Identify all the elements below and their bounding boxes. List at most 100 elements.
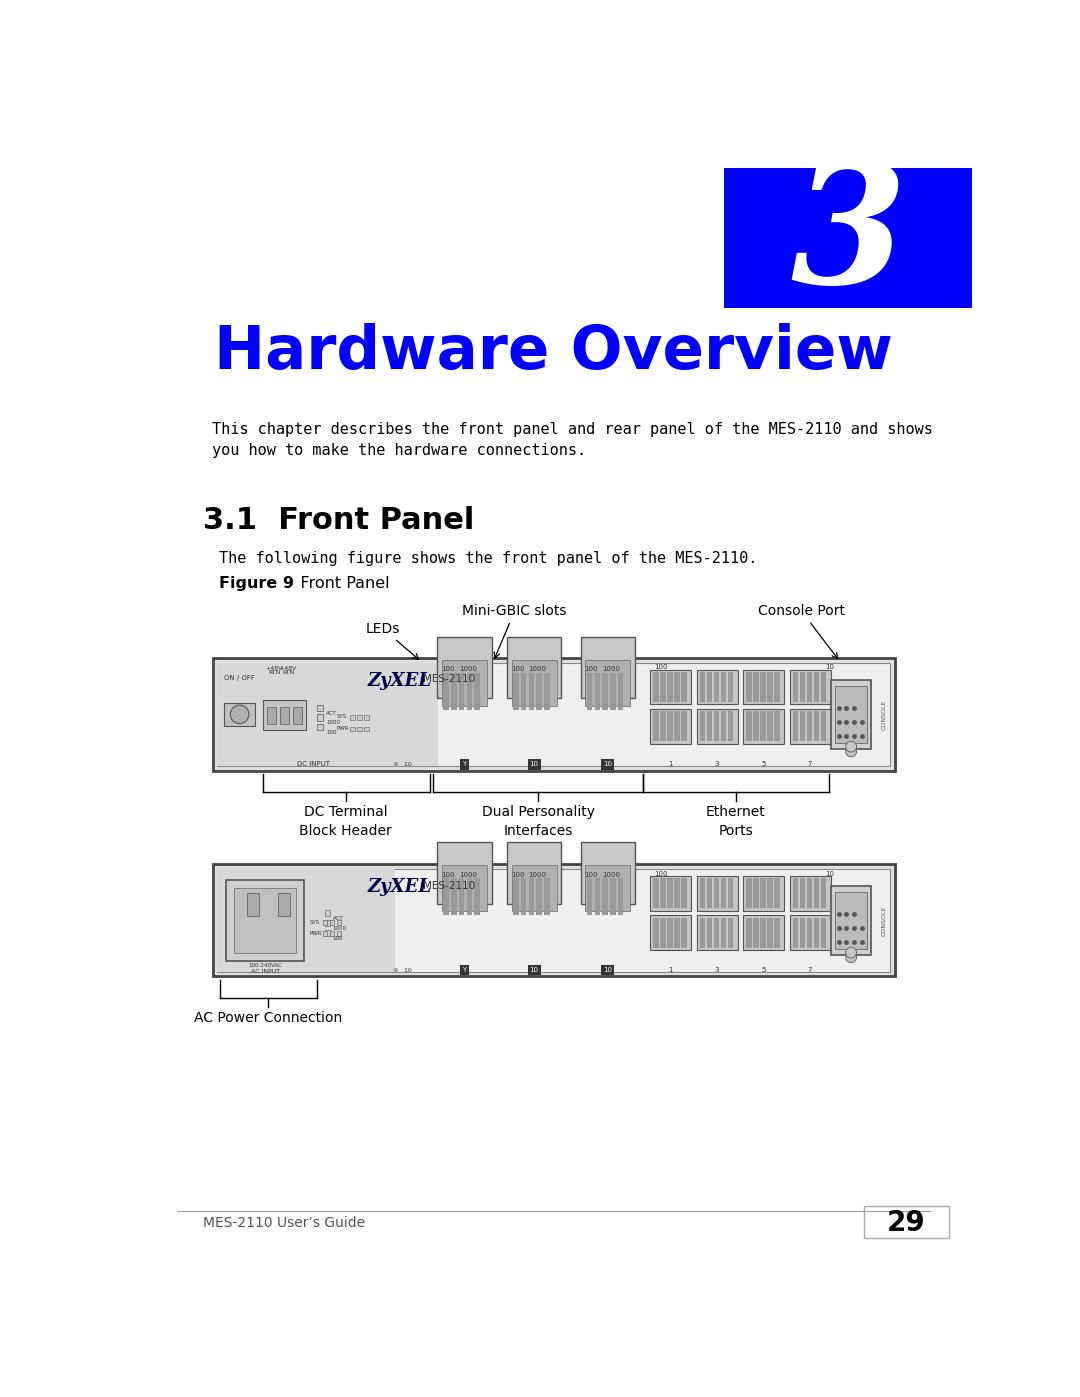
Text: PWR: PWR	[337, 725, 349, 731]
Bar	[728, 672, 733, 703]
Bar	[831, 886, 872, 956]
Bar	[835, 686, 867, 743]
Text: 5: 5	[761, 967, 766, 974]
Bar	[585, 659, 631, 705]
Circle shape	[230, 705, 248, 724]
Bar	[774, 672, 780, 703]
Text: ACT: ACT	[326, 711, 337, 717]
Bar	[610, 673, 616, 710]
Bar	[537, 879, 542, 915]
Bar	[707, 672, 713, 703]
Bar	[721, 879, 727, 908]
Text: 100: 100	[441, 666, 455, 672]
Bar	[768, 711, 773, 742]
Text: Ethernet
Ports: Ethernet Ports	[705, 805, 766, 838]
Bar	[337, 930, 341, 936]
Bar	[581, 637, 635, 698]
Text: 9   10: 9 10	[393, 763, 411, 767]
Bar	[721, 711, 727, 742]
Text: 1000: 1000	[459, 872, 477, 879]
Bar	[768, 918, 773, 947]
Text: MES-2110: MES-2110	[423, 675, 475, 685]
Bar	[217, 662, 890, 766]
Text: 1000: 1000	[529, 666, 546, 672]
Bar	[728, 918, 733, 947]
Text: RTN: RTN	[282, 671, 295, 676]
Text: 100: 100	[654, 665, 667, 671]
Bar	[707, 711, 713, 742]
Bar	[800, 918, 806, 947]
Bar	[743, 669, 784, 704]
Bar	[610, 879, 616, 915]
Bar	[831, 680, 872, 749]
Circle shape	[846, 951, 856, 963]
Text: 100: 100	[584, 872, 598, 879]
Bar	[267, 707, 276, 724]
Bar	[807, 672, 812, 703]
Text: 3: 3	[789, 156, 906, 319]
Bar	[357, 726, 362, 731]
Bar	[789, 915, 831, 950]
Text: +48V: +48V	[280, 666, 297, 671]
Bar	[789, 708, 831, 743]
Bar	[760, 711, 766, 742]
Bar	[325, 921, 330, 926]
Text: Dual Personality
Interfaces: Dual Personality Interfaces	[482, 805, 594, 838]
Bar	[746, 672, 752, 703]
Bar	[512, 865, 556, 911]
Text: 5: 5	[761, 761, 766, 767]
Bar	[661, 711, 666, 742]
Bar	[653, 672, 659, 703]
Text: 3: 3	[715, 967, 719, 974]
Bar	[442, 659, 487, 705]
Bar	[754, 672, 759, 703]
Bar	[444, 879, 449, 915]
Bar	[364, 726, 369, 731]
Bar	[667, 879, 673, 908]
Bar	[674, 672, 679, 703]
Bar	[754, 918, 759, 947]
Bar	[521, 673, 526, 710]
Bar	[793, 918, 798, 947]
Text: SYS: SYS	[337, 714, 347, 719]
Bar	[697, 669, 738, 704]
Bar	[814, 879, 820, 908]
Bar	[681, 672, 687, 703]
Bar	[667, 918, 673, 947]
Bar	[217, 869, 890, 971]
Text: 1000: 1000	[529, 872, 546, 879]
Bar	[667, 672, 673, 703]
Bar	[746, 918, 752, 947]
Text: 100: 100	[511, 666, 525, 672]
Bar	[746, 711, 752, 742]
Bar	[650, 876, 691, 911]
Bar	[653, 711, 659, 742]
Text: 100-240VAC: 100-240VAC	[248, 964, 282, 968]
Bar	[754, 879, 759, 908]
Text: 1: 1	[669, 967, 673, 974]
Bar	[760, 918, 766, 947]
Bar	[700, 918, 705, 947]
Bar	[650, 708, 691, 743]
Text: Console Port: Console Port	[758, 604, 845, 658]
Bar	[586, 673, 592, 710]
Bar	[521, 879, 526, 915]
Bar	[618, 673, 623, 710]
Bar	[728, 879, 733, 908]
Bar	[603, 879, 608, 915]
Bar	[653, 879, 659, 908]
Text: 10: 10	[529, 761, 539, 767]
Bar	[544, 673, 550, 710]
Bar	[821, 879, 826, 908]
Bar	[821, 711, 826, 742]
Bar	[217, 869, 395, 971]
Bar	[800, 711, 806, 742]
Bar	[329, 921, 334, 925]
Bar	[721, 672, 727, 703]
Bar	[595, 673, 600, 710]
Text: LEDs: LEDs	[366, 622, 419, 659]
Bar	[459, 879, 464, 915]
Bar	[821, 918, 826, 947]
Bar	[681, 879, 687, 908]
Text: 10: 10	[604, 967, 612, 974]
